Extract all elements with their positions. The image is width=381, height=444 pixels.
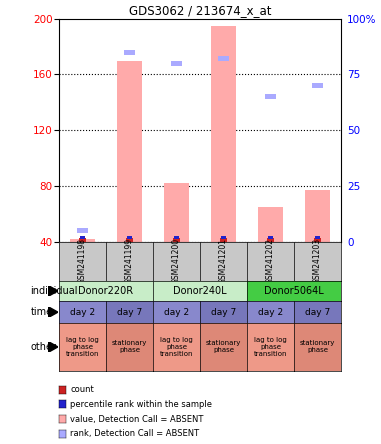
Bar [315,236,320,239]
Bar [258,207,283,242]
Bar [312,83,323,88]
Text: count: count [70,385,94,394]
Bar [79,238,86,242]
Text: lag to log
phase
transition: lag to log phase transition [160,337,193,357]
Bar [304,190,330,242]
Bar [163,183,189,242]
Bar [77,228,88,233]
Bar [126,238,133,242]
Bar [171,61,182,66]
Text: Donor5064L: Donor5064L [264,286,324,296]
Text: day 7: day 7 [305,308,330,317]
Text: stationary
phase: stationary phase [300,341,335,353]
Text: GSM241200: GSM241200 [172,238,181,284]
Bar [265,95,276,99]
Text: day 7: day 7 [211,308,236,317]
Bar [218,56,229,61]
Text: day 2: day 2 [164,308,189,317]
Text: GSM241201: GSM241201 [219,238,228,284]
Text: GSM241203: GSM241203 [313,238,322,284]
Bar [268,236,273,239]
Text: stationary
phase: stationary phase [206,341,241,353]
Text: other: other [30,342,56,352]
Bar [211,26,237,242]
Bar [267,238,274,242]
Text: Donor240L: Donor240L [173,286,227,296]
Bar [220,238,227,242]
Polygon shape [48,341,58,352]
Text: day 2: day 2 [258,308,283,317]
Bar [117,60,142,242]
Text: GSM241199: GSM241199 [125,238,134,284]
Title: GDS3062 / 213674_x_at: GDS3062 / 213674_x_at [129,4,271,17]
Text: lag to log
phase
transition: lag to log phase transition [66,337,99,357]
Bar [70,239,96,242]
Text: GSM241198: GSM241198 [78,238,87,284]
Bar [127,236,132,239]
Text: individual: individual [30,286,78,296]
Text: time: time [30,307,53,317]
Text: day 7: day 7 [117,308,142,317]
Text: value, Detection Call = ABSENT: value, Detection Call = ABSENT [70,415,204,424]
Polygon shape [48,285,58,296]
Polygon shape [48,307,58,317]
Text: Donor220R: Donor220R [78,286,134,296]
Bar [221,236,226,239]
Text: GSM241202: GSM241202 [266,238,275,284]
Text: percentile rank within the sample: percentile rank within the sample [70,400,213,409]
Bar [124,50,135,55]
Text: stationary
phase: stationary phase [112,341,147,353]
Text: lag to log
phase
transition: lag to log phase transition [254,337,287,357]
Text: rank, Detection Call = ABSENT: rank, Detection Call = ABSENT [70,429,200,438]
Bar [314,238,321,242]
Bar [80,236,85,239]
Bar [173,238,180,242]
Text: day 2: day 2 [70,308,95,317]
Bar [174,236,179,239]
